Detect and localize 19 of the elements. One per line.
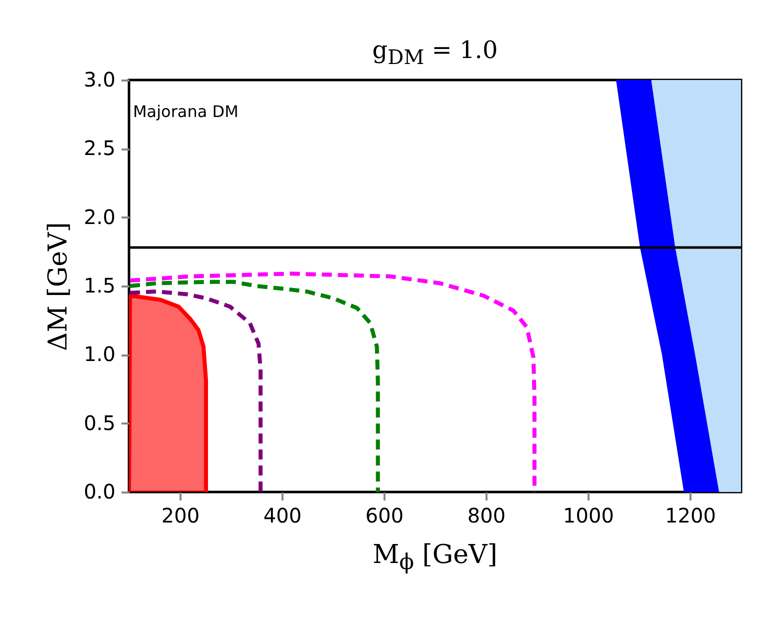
x-tick-label: 600 xyxy=(365,504,404,528)
y-tick-label: 1.5 xyxy=(84,274,116,298)
line-series xyxy=(129,289,263,492)
y-axis-title: ΔM [GeV] xyxy=(44,222,74,351)
y-tick-label: 3.0 xyxy=(84,68,116,92)
chart-title: g$_{DM}$ = 1.0 xyxy=(371,36,499,69)
y-tick-label: 1.0 xyxy=(84,342,116,366)
x-tick-label: 800 xyxy=(467,504,506,528)
x-tick-label: 200 xyxy=(161,504,200,528)
x-tick-label: 400 xyxy=(263,504,302,528)
line-series xyxy=(129,280,380,492)
y-tick-label: 0.0 xyxy=(84,480,116,504)
x-axis-title: M$_{ϕ}$ [GeV] xyxy=(372,540,498,576)
x-tick-label: 1200 xyxy=(665,504,716,528)
x-tick-label: 1000 xyxy=(563,504,614,528)
y-tick-label: 2.0 xyxy=(84,204,116,229)
y-tick-label: 0.5 xyxy=(84,410,116,435)
annotation: Majorana DM xyxy=(133,102,238,121)
y-tick-label: 2.5 xyxy=(84,136,116,160)
